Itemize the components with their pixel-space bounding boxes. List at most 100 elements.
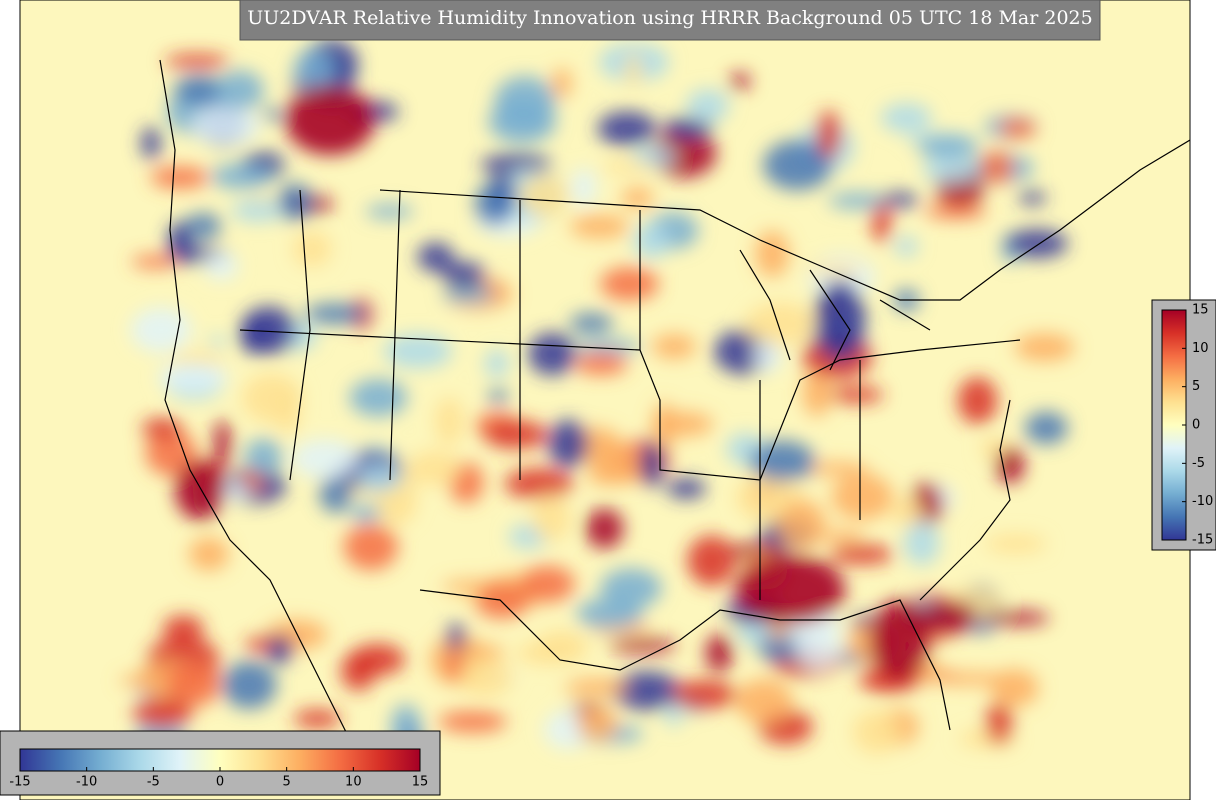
humidity-blob — [985, 534, 1047, 554]
humidity-blob — [261, 108, 283, 121]
colorbar-tick-label: -5 — [1192, 456, 1205, 471]
humidity-blob — [621, 187, 654, 209]
humidity-blob — [686, 89, 730, 123]
humidity-blob — [383, 334, 453, 369]
humidity-blob — [985, 702, 1013, 745]
humidity-blob — [434, 397, 464, 446]
boundaries — [159, 59, 1190, 761]
humidity-blob — [365, 204, 414, 219]
colorbar-tick-label: -5 — [147, 775, 160, 790]
humidity-blob — [890, 496, 925, 526]
humidity-blob — [350, 504, 382, 522]
humidity-blob — [343, 523, 398, 571]
humidity-blob — [132, 696, 193, 729]
humidity-blob — [167, 660, 221, 707]
humidity-blob — [922, 154, 978, 183]
humidity-blob — [150, 166, 209, 189]
humidity-blob — [474, 583, 530, 619]
humidity-blob — [979, 150, 1014, 184]
humidity-blob — [222, 661, 277, 709]
humidity-blob — [574, 352, 628, 376]
humidity-blob — [576, 598, 644, 629]
humidity-blob — [754, 337, 782, 373]
humidity-blob — [816, 110, 841, 159]
humidity-blob — [1014, 333, 1075, 362]
humidity-blob — [903, 520, 940, 566]
humidity-blob — [881, 192, 920, 208]
humidity-blob — [285, 85, 375, 155]
atlantic-coast — [919, 399, 1011, 601]
humidity-blob — [319, 474, 352, 513]
innovation-field — [118, 38, 1075, 754]
humidity-blob — [597, 111, 657, 146]
humidity-blob — [531, 495, 571, 542]
humidity-blob — [749, 440, 816, 482]
humidity-blob — [852, 710, 902, 754]
humidity-blob — [600, 267, 659, 301]
humidity-blob — [755, 230, 790, 278]
humidity-blob — [600, 568, 662, 608]
humidity-blob — [231, 199, 284, 222]
map-title: UU2DVAR Relative Humidity Innovation usi… — [247, 7, 1092, 29]
humidity-blob — [652, 334, 697, 359]
humidity-blob — [504, 468, 574, 499]
humidity-blob — [447, 644, 506, 661]
humidity-blob — [293, 709, 341, 729]
southern-border — [419, 589, 951, 731]
humidity-blob — [777, 499, 826, 550]
humidity-blob — [894, 236, 918, 257]
humidity-blob — [831, 473, 894, 520]
humidity-blob — [569, 313, 614, 333]
humidity-blob — [551, 68, 572, 99]
humidity-blob — [571, 168, 597, 207]
humidity-blob — [164, 54, 230, 68]
humidity-blob — [214, 419, 232, 468]
humidity-blob — [446, 648, 463, 682]
humidity-blob — [1024, 411, 1068, 445]
humidity-blob — [802, 369, 832, 417]
humidity-blob — [350, 643, 405, 676]
colorbar-tick-label: 5 — [1192, 379, 1200, 394]
humidity-blob — [996, 447, 1024, 483]
humidity-blob — [990, 669, 1039, 707]
humidity-blob — [590, 442, 635, 484]
humidity-blob — [268, 636, 292, 664]
humidity-blob — [602, 160, 654, 174]
humidity-blob — [666, 478, 707, 499]
colorbar-tick-label: -10 — [76, 775, 97, 790]
colorbar-tick-label: 10 — [345, 775, 362, 790]
humidity-blob — [204, 252, 239, 281]
humidity-blob — [633, 223, 670, 259]
humidity-blob — [474, 182, 515, 226]
humidity-blob — [924, 204, 987, 219]
humidity-blob — [547, 419, 589, 469]
humidity-blob — [794, 625, 842, 670]
humidity-blob — [662, 117, 713, 139]
humidity-blob — [157, 362, 229, 392]
title-box — [239, 0, 1101, 41]
humidity-blob — [184, 213, 222, 239]
humidity-blob — [611, 671, 682, 711]
humidity-blob — [815, 280, 865, 360]
colorbar-tick-label: 0 — [1192, 418, 1200, 433]
humidity-blob — [687, 535, 736, 587]
humidity-blob — [162, 615, 204, 641]
humidity-blob — [802, 461, 869, 476]
humidity-blob — [484, 349, 510, 378]
colorbar-tick-label: -15 — [9, 775, 30, 790]
great-lakes — [739, 249, 931, 371]
humidity-blob — [210, 163, 274, 190]
humidity-blob — [653, 402, 675, 450]
humidity-blob — [769, 623, 787, 641]
colorbar-tick-label: -15 — [1192, 533, 1213, 548]
humidity-blob — [870, 600, 930, 680]
humidity-blob — [984, 611, 1050, 626]
humidity-blob — [881, 103, 932, 133]
pacific-coast — [159, 59, 361, 761]
humidity-blob — [488, 100, 556, 144]
humidity-blob — [735, 678, 793, 724]
humidity-blob — [173, 74, 226, 106]
humidity-blob — [957, 377, 998, 424]
northern-border — [379, 139, 1190, 301]
humidity-blob — [175, 460, 225, 520]
